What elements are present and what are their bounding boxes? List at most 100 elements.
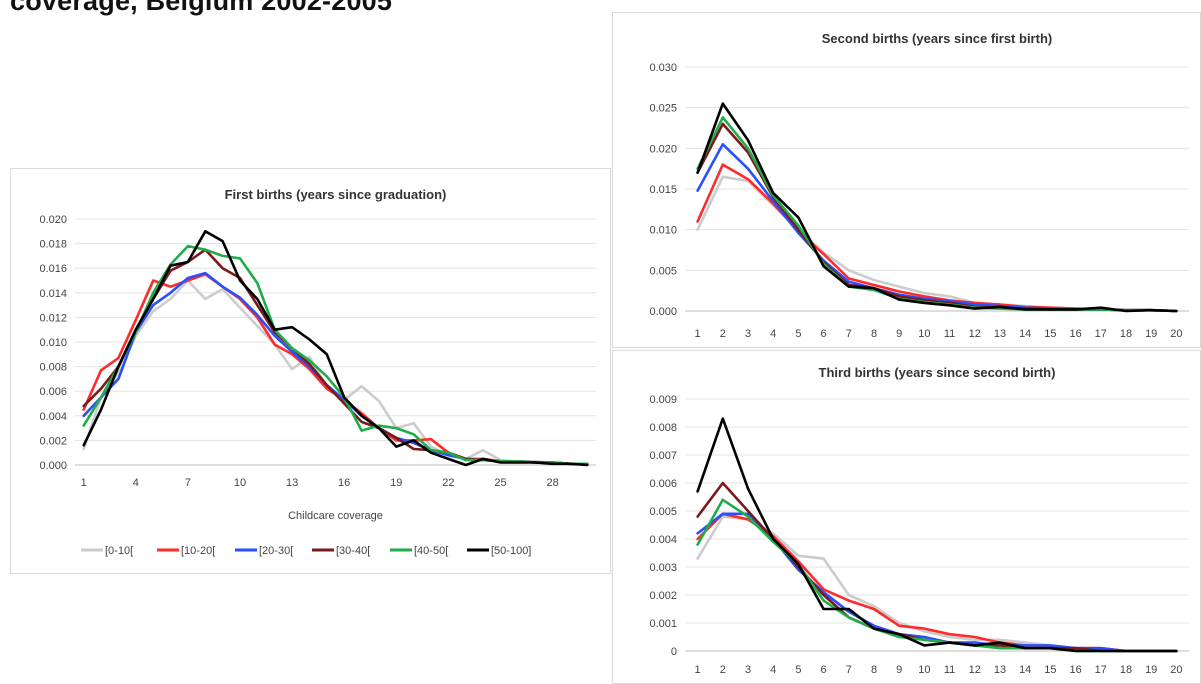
x-tick-label: 11 xyxy=(944,664,955,676)
x-tick-label: 17 xyxy=(1095,328,1107,340)
y-tick-label: 0.012 xyxy=(39,312,67,324)
x-tick-label: 25 xyxy=(494,477,506,489)
chart-third-births-svg: Third births (years since second birth) 0… xyxy=(649,365,1189,676)
x-tick-label: 11 xyxy=(944,328,955,340)
y-tick-label: 0.006 xyxy=(649,478,677,490)
y-tick-label: 0.002 xyxy=(39,435,67,447)
x-tick-label: 16 xyxy=(338,477,350,489)
y-tick-label: 0.030 xyxy=(649,62,677,74)
x-tick-label: 1 xyxy=(81,477,87,489)
legend-item-30-40: [30-40[ xyxy=(312,545,370,557)
x-tick-label: 2 xyxy=(720,328,726,340)
legend-item-50-100: [50-100] xyxy=(467,545,531,557)
legend-item-10-20: [10-20[ xyxy=(157,545,215,557)
x-axis-label: Childcare coverage xyxy=(288,510,383,522)
x-tick-label: 1 xyxy=(695,664,701,676)
series-line-10-20 xyxy=(82,273,589,466)
x-tick-label: 16 xyxy=(1069,664,1081,676)
x-tick-label: 19 xyxy=(1145,328,1157,340)
chart-title: Second births (years since first birth) xyxy=(822,31,1052,46)
series-line-50-100 xyxy=(696,417,1178,653)
x-tick-label: 3 xyxy=(745,328,751,340)
y-tick-label: 0.001 xyxy=(649,618,677,630)
x-tick-label: 19 xyxy=(1145,664,1157,676)
series-line-40-50 xyxy=(82,244,589,466)
y-tick-label: 0.016 xyxy=(39,263,67,275)
x-tick-label: 20 xyxy=(1170,328,1182,340)
x-tick-label: 4 xyxy=(133,477,139,489)
y-tick-label: 0.025 xyxy=(649,103,677,115)
y-tick-label: 0.020 xyxy=(649,143,677,155)
x-tick-label: 5 xyxy=(795,328,801,340)
x-tick-label: 9 xyxy=(896,664,902,676)
y-tick-label: 0.018 xyxy=(39,239,67,251)
x-tick-label: 19 xyxy=(390,477,402,489)
chart-first-births-svg: First births (years since graduation) 0.0… xyxy=(39,187,596,557)
x-tick-label: 13 xyxy=(994,664,1006,676)
chart-third-births: Third births (years since second birth) 0… xyxy=(612,350,1201,684)
y-tick-label: 0.005 xyxy=(649,506,677,518)
x-tick-label: 7 xyxy=(846,328,852,340)
x-tick-label: 20 xyxy=(1170,664,1182,676)
chart-title: First births (years since graduation) xyxy=(225,187,447,202)
chart-first-births: First births (years since graduation) 0.0… xyxy=(10,168,611,574)
x-tick-label: 13 xyxy=(994,328,1006,340)
x-tick-label: 18 xyxy=(1120,664,1132,676)
y-tick-label: 0.005 xyxy=(649,265,677,277)
x-tick-label: 10 xyxy=(918,328,930,340)
legend-label: [0-10[ xyxy=(105,545,133,557)
series-line-50-100 xyxy=(696,102,1178,313)
legend-item-20-30: [20-30[ xyxy=(235,545,293,557)
x-tick-label: 14 xyxy=(1019,664,1031,676)
x-tick-label: 2 xyxy=(720,664,726,676)
x-tick-label: 13 xyxy=(286,477,298,489)
x-tick-label: 1 xyxy=(695,328,701,340)
legend-label: [10-20[ xyxy=(181,545,215,557)
x-tick-label: 16 xyxy=(1069,328,1081,340)
x-tick-label: 6 xyxy=(821,328,827,340)
x-tick-label: 6 xyxy=(821,664,827,676)
x-tick-label: 10 xyxy=(918,664,930,676)
y-tick-label: 0.008 xyxy=(39,362,67,374)
y-tick-label: 0.004 xyxy=(39,411,67,423)
series-line-40-50 xyxy=(696,116,1178,313)
x-tick-label: 3 xyxy=(745,664,751,676)
x-tick-label: 7 xyxy=(846,664,852,676)
legend-label: [40-50[ xyxy=(414,545,448,557)
series-line-20-30 xyxy=(82,271,589,466)
series-line-30-40 xyxy=(696,122,1178,313)
chart-title: Third births (years since second birth) xyxy=(819,365,1056,380)
chart-second-births: Second births (years since first birth) 0… xyxy=(612,12,1201,348)
page-heading: coverage, Belgium 2002-2005 xyxy=(10,0,393,16)
y-tick-label: 0.002 xyxy=(649,590,677,602)
x-tick-label: 4 xyxy=(770,664,776,676)
y-tick-label: 0.004 xyxy=(649,534,677,546)
legend-item-40-50: [40-50[ xyxy=(390,545,448,557)
x-tick-label: 22 xyxy=(442,477,454,489)
x-tick-label: 17 xyxy=(1095,664,1107,676)
y-tick-label: 0.020 xyxy=(39,214,67,226)
series-line-0-10 xyxy=(82,279,589,466)
y-tick-label: 0.009 xyxy=(649,394,677,406)
x-tick-label: 5 xyxy=(795,664,801,676)
y-tick-label: 0.000 xyxy=(649,306,677,318)
y-tick-label: 0.000 xyxy=(39,460,67,472)
y-tick-label: 0 xyxy=(671,646,677,658)
x-tick-label: 8 xyxy=(871,664,877,676)
y-tick-label: 0.014 xyxy=(39,288,67,300)
x-tick-label: 28 xyxy=(546,477,558,489)
x-tick-label: 10 xyxy=(234,477,246,489)
x-tick-label: 15 xyxy=(1044,664,1056,676)
x-tick-label: 14 xyxy=(1019,328,1031,340)
x-tick-label: 9 xyxy=(896,328,902,340)
x-tick-label: 12 xyxy=(969,664,981,676)
series-line-50-100 xyxy=(82,229,589,467)
y-tick-label: 0.003 xyxy=(649,562,677,574)
y-tick-label: 0.010 xyxy=(39,337,67,349)
x-tick-label: 7 xyxy=(185,477,191,489)
legend-label: [50-100] xyxy=(491,545,531,557)
series-line-20-30 xyxy=(696,143,1178,313)
y-tick-label: 0.007 xyxy=(649,450,677,462)
x-tick-label: 18 xyxy=(1120,328,1132,340)
y-tick-label: 0.015 xyxy=(649,184,677,196)
